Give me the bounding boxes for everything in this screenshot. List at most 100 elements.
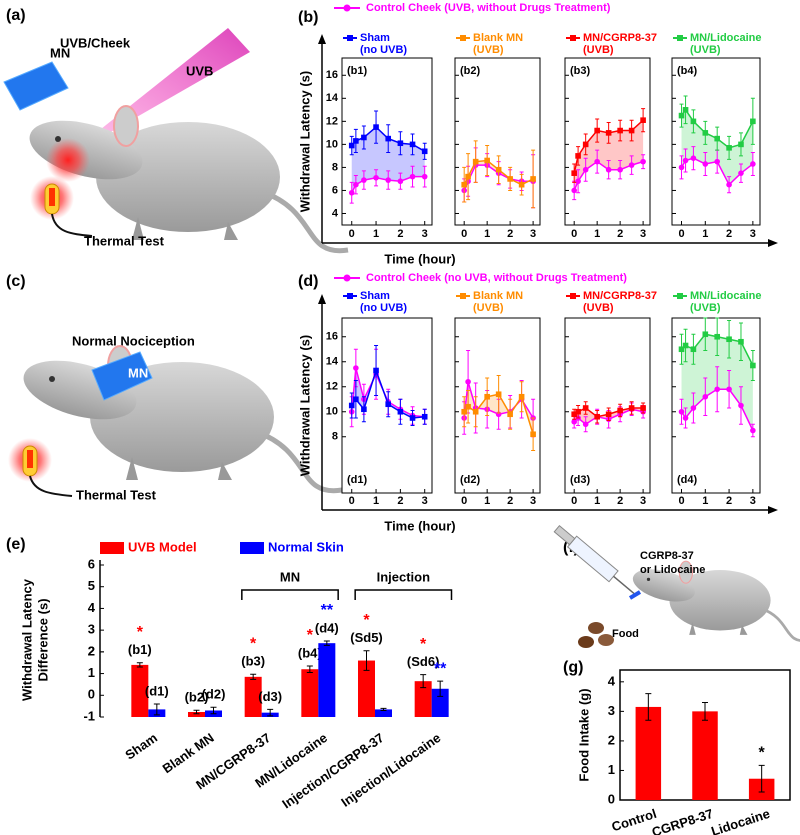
x-tick-label: 2 <box>617 495 623 507</box>
y-tick-label: 10 <box>326 138 338 150</box>
marker <box>617 407 623 414</box>
title: Normal Nociception <box>72 333 195 348</box>
significance: * <box>307 627 314 644</box>
marker <box>397 178 404 185</box>
marker <box>678 112 685 119</box>
x-tick-label: 3 <box>530 228 536 240</box>
y-tick-label: 10 <box>326 406 338 418</box>
food-pellet <box>578 636 594 648</box>
group-bracket <box>241 589 339 600</box>
marker <box>495 391 502 398</box>
bar <box>358 660 375 717</box>
marker <box>571 418 577 425</box>
marker <box>750 427 756 434</box>
legend-label: MN/CGRP8-37 <box>583 32 657 44</box>
marker <box>385 401 392 408</box>
marker <box>484 393 490 400</box>
significance: * <box>363 612 370 629</box>
marker <box>409 415 416 421</box>
x-tick-label: Sham <box>122 730 160 763</box>
y-tick-label: 8 <box>332 431 338 443</box>
x-tick-label: 0 <box>349 228 355 240</box>
panel-label: (b1) <box>347 65 368 77</box>
x-tick-label: 3 <box>422 228 428 240</box>
marker <box>373 124 379 130</box>
legend-marker <box>460 293 466 299</box>
legend-marker <box>343 274 351 282</box>
legend-label: MN/Lidocaine <box>690 290 762 302</box>
microneedle <box>628 590 642 600</box>
marker <box>507 411 513 418</box>
marker <box>594 413 600 420</box>
marker <box>421 413 428 420</box>
x-tick-label: 2 <box>507 228 513 240</box>
significance: * <box>420 636 427 653</box>
marker <box>465 403 471 410</box>
marker <box>640 405 646 411</box>
marker <box>353 365 359 371</box>
axis-arrow <box>768 506 778 514</box>
x-tick-label: 0 <box>678 228 684 240</box>
illustration-c: (c) Normal Nociception MN Thermal Test <box>6 273 342 502</box>
significance: * <box>759 745 766 762</box>
marker <box>702 331 709 338</box>
marker <box>678 408 685 415</box>
panel-label: (e) <box>6 536 26 553</box>
panel-frame <box>341 317 433 494</box>
legend-marker <box>677 35 683 41</box>
marker <box>571 170 577 176</box>
x-tick-label: 1 <box>594 495 600 507</box>
legend-marker <box>347 35 353 41</box>
panel-label: (d2) <box>460 474 481 486</box>
marker <box>518 181 525 188</box>
x-tick-label: 0 <box>571 228 577 240</box>
illustration-a: (a) UVB/Cheek UVB MN Thermal Test <box>3 7 348 251</box>
x-axis-label: Time (hour) <box>384 518 455 533</box>
error-bar <box>363 650 370 671</box>
marker <box>353 181 359 188</box>
error-bar <box>136 662 143 668</box>
bar-label: (Sd5) <box>350 630 383 645</box>
marker <box>582 421 589 428</box>
marker <box>640 117 646 123</box>
panel-label: (d) <box>298 273 318 290</box>
marker <box>385 135 392 142</box>
microneedle-patch <box>91 351 153 401</box>
legend-note: (UVB) <box>583 302 614 314</box>
marker <box>750 118 756 125</box>
thermal-probe <box>29 175 75 221</box>
marker <box>571 411 577 418</box>
marker <box>750 362 756 369</box>
beam-label: UVB <box>186 63 213 78</box>
marker <box>750 161 756 167</box>
bar <box>301 669 319 717</box>
legend-label: MN/CGRP8-37 <box>583 290 657 302</box>
y-tick-label: 2 <box>608 732 615 747</box>
bar-label: (b4) <box>298 645 322 660</box>
x-tick-label: 3 <box>750 228 756 240</box>
panel-frame <box>454 317 541 494</box>
marker <box>571 187 577 194</box>
error-bar <box>702 702 708 721</box>
marker <box>726 145 732 151</box>
x-tick-label: 2 <box>507 495 513 507</box>
patch-label: MN <box>50 45 70 60</box>
series-line <box>463 381 534 419</box>
legend-note: (UVB) <box>473 302 504 314</box>
y-tick-label: 2 <box>88 643 95 658</box>
marker <box>617 166 623 173</box>
bar <box>431 688 449 717</box>
marker <box>361 177 367 183</box>
bar-label: (Sd6) <box>407 654 440 669</box>
x-tick-label: 0 <box>571 495 577 507</box>
legend-label: Blank MN <box>473 290 523 302</box>
bar <box>188 712 205 717</box>
marker <box>714 135 720 142</box>
x-tick-label: 1 <box>594 228 600 240</box>
marker <box>702 393 709 400</box>
marker <box>582 405 589 411</box>
patch-label: MN <box>128 365 148 380</box>
error-bar <box>645 693 652 721</box>
y-tick-label: 8 <box>332 161 338 173</box>
marker <box>714 386 720 393</box>
